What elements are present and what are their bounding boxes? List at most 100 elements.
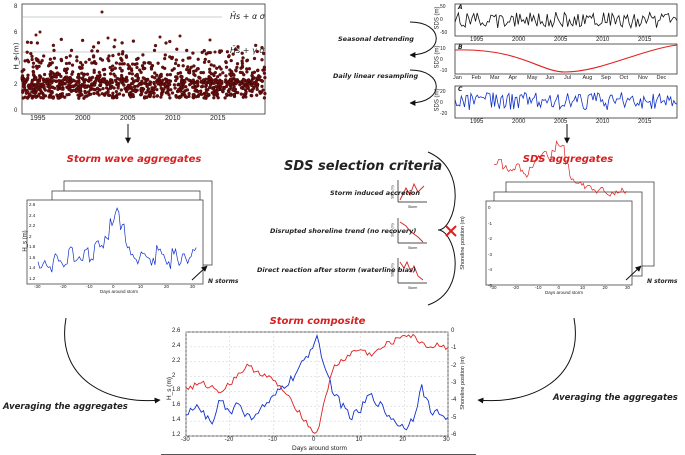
- panel-c-ytick: 0: [440, 100, 443, 106]
- hs-point: [112, 45, 116, 49]
- hs-point: [216, 83, 220, 87]
- hs-point: [255, 76, 259, 80]
- panel-b-month: Apr: [508, 75, 518, 81]
- composite-ytick-left: 1.6: [172, 402, 181, 409]
- hs-point: [102, 67, 107, 72]
- hs-point: [258, 91, 262, 95]
- hs-point: [152, 48, 157, 53]
- hs-point: [119, 76, 123, 80]
- n-storms-arrow-right: [625, 265, 642, 281]
- hs-point: [213, 70, 217, 75]
- hs-point: [125, 79, 129, 83]
- panel-b-month: Jul: [564, 75, 572, 81]
- hs-point: [131, 39, 136, 43]
- hs-point: [20, 74, 25, 78]
- hs-point: [156, 81, 160, 85]
- panel-b-month: Sep: [601, 75, 611, 81]
- hs-point: [215, 66, 219, 70]
- hs-point: [224, 84, 229, 89]
- panel-a-xtick: 1995: [470, 37, 484, 43]
- hs-point: [192, 64, 196, 68]
- hs-point: [95, 49, 100, 53]
- hs-point: [80, 71, 84, 75]
- hs-point: [98, 79, 102, 83]
- sds-xtick: 30: [625, 285, 631, 290]
- hs-point: [26, 84, 30, 88]
- hs-point: [129, 95, 133, 99]
- hs-point: [179, 80, 184, 84]
- hs-point: [38, 83, 42, 87]
- hs-point: [167, 93, 171, 97]
- hs-point: [159, 95, 163, 99]
- hs-point: [226, 82, 230, 86]
- hs-point: [168, 72, 173, 77]
- hs-point: [37, 93, 41, 98]
- hs-point: [202, 48, 206, 53]
- hs-point: [148, 80, 152, 84]
- hs-point: [91, 54, 96, 58]
- hs-point: [40, 58, 44, 63]
- hs-point: [80, 38, 85, 43]
- hs-point: [138, 68, 142, 72]
- averaging-left-label: Averaging the aggregates: [3, 402, 128, 412]
- hs-point: [207, 85, 212, 90]
- hs-point: [170, 91, 175, 95]
- hs-point: [191, 85, 195, 89]
- hs-point: [110, 96, 115, 100]
- wave-xtick: 20: [164, 284, 170, 289]
- hs-ytick: 2: [14, 82, 18, 88]
- hs-point: [224, 65, 229, 69]
- hs-point: [238, 81, 242, 86]
- sds-ytick: -2: [488, 236, 493, 241]
- composite-ytick-right: 0: [451, 328, 455, 334]
- hs-point: [185, 88, 190, 92]
- hs-point: [26, 90, 30, 94]
- wave-ytick: 1.6: [29, 254, 36, 260]
- panel-c-xtick: 2000: [512, 119, 526, 125]
- panel-a-ytick: -50: [440, 30, 448, 36]
- hs-point: [247, 67, 252, 71]
- composite-xtick: 20: [399, 437, 407, 443]
- hs-point: [208, 81, 212, 85]
- hs-point: [139, 92, 144, 96]
- hs-point: [23, 78, 27, 82]
- hs-point: [229, 73, 233, 77]
- hs-point: [197, 93, 201, 97]
- hs-point: [48, 57, 53, 61]
- hs-point: [70, 63, 75, 67]
- hs-point: [96, 41, 101, 45]
- hs-point: [236, 45, 240, 49]
- hs-point: [63, 95, 67, 99]
- threshold-gamma: H̄s + γ σ: [230, 46, 265, 55]
- hs-point: [141, 67, 146, 71]
- wave-xlabel: Days around storm: [100, 289, 139, 294]
- hs-point: [68, 75, 72, 80]
- n-storms-left: N storms: [208, 278, 239, 285]
- hs-point: [122, 77, 127, 82]
- hs-point: [51, 96, 55, 100]
- storm-wave-title: Storm wave aggregates: [66, 154, 202, 165]
- hs-point: [26, 76, 30, 80]
- criterion-accretion: Storm induced accretion: [330, 189, 420, 197]
- wave-ylabel: H_s (m): [22, 230, 29, 252]
- panel-a-xtick: 2005: [554, 37, 568, 43]
- hs-point: [102, 72, 107, 77]
- hs-point: [252, 70, 257, 74]
- hs-point: [54, 66, 59, 70]
- composite-ytick-left: 2: [172, 372, 176, 379]
- hs-point: [262, 51, 266, 56]
- hs-point: [63, 68, 67, 72]
- hs-point: [221, 71, 225, 75]
- hs-point: [223, 80, 228, 84]
- hs-point: [172, 67, 176, 71]
- panel-c-ytick: 20: [440, 89, 446, 95]
- wave-xtick: -20: [60, 284, 67, 289]
- hs-point: [233, 47, 238, 52]
- hs-point: [242, 78, 247, 82]
- sds-ytick: -5: [488, 282, 493, 288]
- hs-point: [164, 41, 168, 45]
- panel-c-xtick: 1995: [470, 119, 484, 125]
- hs-point: [46, 77, 50, 81]
- hs-point: [55, 73, 60, 77]
- hs-point: [95, 91, 99, 95]
